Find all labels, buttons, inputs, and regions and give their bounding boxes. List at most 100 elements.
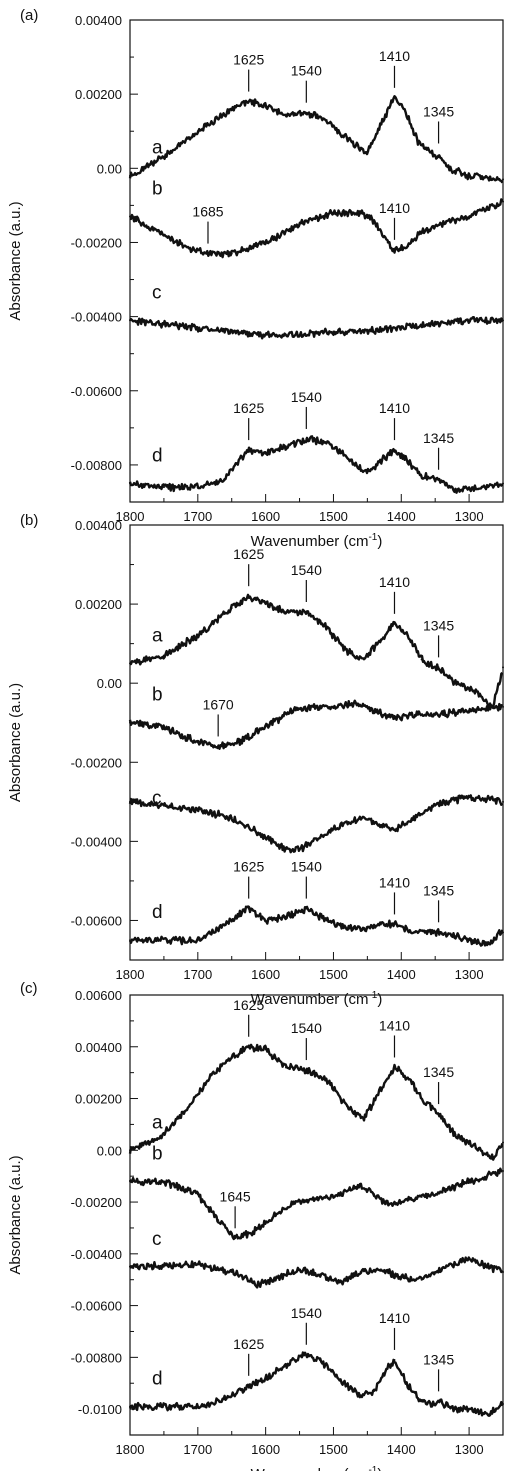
data-point	[386, 241, 389, 244]
peak-label: 1625	[233, 1336, 264, 1352]
y-tick-label: 0.00200	[75, 597, 122, 612]
data-point	[284, 915, 287, 918]
data-point	[468, 215, 471, 218]
data-point	[298, 222, 301, 225]
data-point	[196, 939, 199, 942]
series-c: c	[128, 788, 504, 854]
series-line-c	[128, 1256, 504, 1289]
data-point	[346, 456, 349, 459]
data-point	[420, 1400, 423, 1403]
data-point	[502, 800, 504, 803]
data-point	[434, 1402, 437, 1405]
series-c: c	[129, 282, 504, 340]
data-point	[420, 1097, 423, 1100]
data-point	[223, 923, 226, 926]
data-point	[468, 709, 471, 712]
data-point	[318, 836, 321, 839]
peak-label: 1345	[423, 1064, 454, 1080]
x-tick-label: 1700	[183, 1442, 212, 1457]
data-point	[461, 796, 464, 799]
y-tick-label: -0.00400	[71, 834, 122, 849]
data-point	[359, 1395, 362, 1398]
data-point	[407, 1384, 410, 1387]
data-point	[454, 682, 457, 685]
data-point	[230, 252, 233, 255]
peak-label: 1345	[423, 103, 454, 119]
data-point	[162, 1180, 165, 1183]
data-point	[264, 725, 267, 728]
data-point	[325, 119, 328, 122]
data-point	[413, 816, 416, 819]
data-point	[400, 1276, 403, 1279]
series-line-b	[128, 699, 503, 750]
data-point	[430, 152, 433, 155]
y-axis-title: Absorbance (a.u.)	[7, 1155, 24, 1274]
data-point	[366, 471, 369, 474]
x-tick-label: 1700	[183, 967, 212, 982]
data-point	[379, 1268, 382, 1271]
data-point	[129, 662, 131, 665]
y-tick-label: -0.00200	[71, 1195, 122, 1210]
data-point	[488, 1413, 491, 1416]
y-axis-title: Absorbance (a.u.)	[7, 201, 24, 320]
data-point	[318, 1358, 321, 1361]
y-tick-label: 0.00	[97, 161, 122, 176]
data-point	[468, 1408, 471, 1411]
data-point	[278, 1276, 281, 1279]
data-point	[247, 449, 250, 452]
data-point	[437, 931, 440, 934]
peak-label: 1410	[379, 1017, 410, 1033]
peak-label: 1410	[379, 48, 410, 64]
data-point	[271, 1216, 274, 1219]
data-point	[298, 1268, 301, 1271]
x-tick-label: 1400	[387, 1442, 416, 1457]
curve-label: b	[152, 685, 163, 706]
data-point	[417, 141, 420, 144]
data-point	[284, 1364, 287, 1367]
peak-label: 1625	[233, 859, 264, 875]
data-point	[498, 931, 501, 934]
y-tick-label: -0.00600	[71, 913, 122, 928]
data-point	[305, 1069, 308, 1072]
data-point	[129, 800, 131, 803]
data-point	[346, 1105, 349, 1108]
y-tick-label: -0.00800	[71, 1350, 122, 1365]
series-line-b	[129, 198, 504, 259]
data-point	[247, 1384, 250, 1387]
x-tick-label: 1500	[319, 509, 348, 524]
y-tick-label: 0.00200	[75, 1092, 122, 1107]
peak-label: 1625	[233, 400, 264, 416]
data-point	[305, 907, 308, 910]
data-point	[373, 219, 376, 222]
panel-label: (b)	[20, 512, 38, 529]
data-point	[298, 848, 301, 851]
data-point	[502, 931, 504, 934]
data-point	[264, 1377, 267, 1380]
data-point	[284, 445, 287, 448]
series-line-d	[128, 435, 504, 494]
data-point	[237, 741, 240, 744]
peak-label: 1645	[220, 1188, 251, 1204]
y-tick-label: 0.00400	[75, 13, 122, 28]
data-point	[162, 156, 165, 159]
y-tick-label: -0.00200	[71, 755, 122, 770]
data-point	[291, 709, 294, 712]
data-point	[234, 1237, 237, 1240]
x-tick-label: 1600	[251, 1442, 280, 1457]
data-point	[420, 1278, 423, 1281]
data-point	[379, 1087, 382, 1090]
data-point	[257, 1283, 260, 1286]
series-line-b	[128, 1167, 503, 1241]
series-b: b 1670	[128, 685, 504, 750]
x-tick-label: 1700	[183, 509, 212, 524]
data-point	[413, 931, 416, 934]
data-point	[437, 1400, 440, 1403]
curve-label: a	[152, 1112, 163, 1133]
data-point	[393, 96, 396, 99]
data-point	[434, 323, 437, 326]
data-point	[403, 107, 406, 110]
data-point	[440, 1190, 443, 1193]
data-point	[393, 1066, 396, 1069]
peak-label: 1410	[379, 200, 410, 216]
data-point	[437, 156, 440, 159]
